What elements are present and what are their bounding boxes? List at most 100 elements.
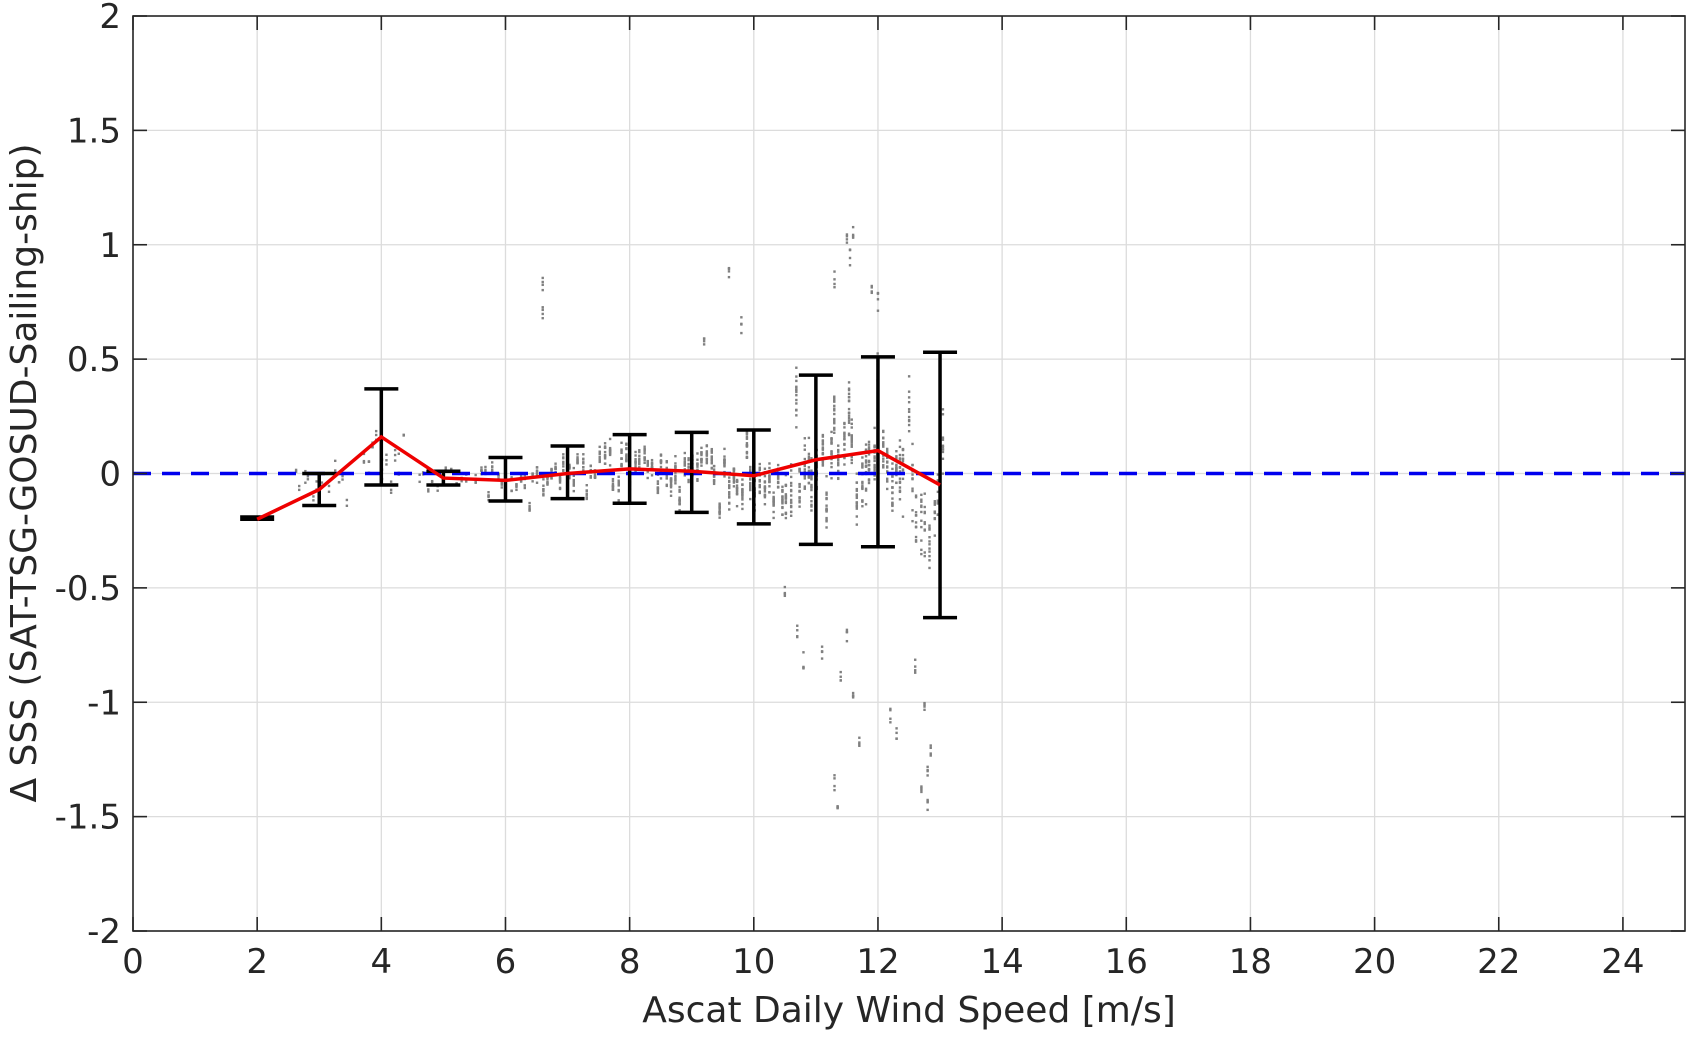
scatter-point [345, 498, 349, 502]
scatter-point [598, 458, 601, 461]
x-tick-label: 2 [246, 942, 268, 982]
scatter-point [304, 469, 307, 473]
scatter-point [886, 470, 889, 473]
scatter-point [845, 628, 849, 632]
scatter-point [825, 475, 828, 478]
scatter-point [929, 746, 932, 750]
scatter-point [732, 467, 736, 471]
scatter-point [895, 737, 898, 740]
scatter-point [500, 483, 503, 486]
scatter-point [861, 487, 864, 491]
scatter-point [929, 744, 932, 747]
x-tick-label: 14 [980, 942, 1023, 982]
scatter-point [914, 496, 918, 499]
scatter-point [833, 774, 836, 777]
scatter-point [941, 457, 945, 460]
scatter-point [763, 496, 767, 499]
scatter-point [851, 233, 855, 237]
x-tick-label: 12 [856, 942, 899, 982]
scatter-point [825, 526, 828, 529]
scatter-point [484, 470, 487, 473]
scatter-point [796, 635, 799, 638]
scatter-point [920, 493, 923, 497]
scatter-point [914, 521, 918, 524]
scatter-point [798, 485, 801, 489]
scatter-point [920, 504, 923, 507]
scatter-point [674, 479, 677, 482]
x-tick-label: 0 [122, 942, 144, 982]
scatter-point [850, 434, 853, 437]
scatter-point [926, 769, 929, 773]
scatter-point [873, 444, 876, 447]
scatter-point [572, 478, 575, 482]
scatter-point [843, 435, 846, 439]
scatter-point [749, 477, 752, 480]
scatter-point [572, 489, 575, 493]
scatter-point [735, 491, 739, 495]
scatter-point [789, 488, 793, 492]
scatter-point [837, 469, 840, 473]
scatter-point [528, 505, 531, 508]
scatter-point [781, 513, 784, 516]
scatter-point [901, 468, 905, 471]
scatter-point [898, 480, 902, 483]
scatter-point [745, 452, 749, 455]
scatter-point [821, 439, 825, 442]
scatter-point [427, 488, 430, 491]
scatter-point [807, 436, 811, 440]
scatter-point [914, 514, 918, 517]
scatter-point [850, 440, 853, 444]
scatter-point [898, 445, 902, 449]
scatter-point [795, 398, 798, 402]
scatter-point [911, 463, 914, 467]
scatter-point [833, 420, 836, 423]
scatter-point [646, 460, 649, 463]
scatter-point [674, 476, 677, 479]
scatter-point [523, 484, 526, 487]
scatter-point [700, 458, 703, 461]
scatter-point [843, 448, 846, 451]
scatter-point [914, 535, 918, 539]
scatter-point [758, 490, 761, 493]
scatter-point [798, 505, 801, 508]
scatter-point [611, 488, 615, 492]
scatter-point [741, 498, 744, 501]
scatter-point [898, 470, 902, 473]
scatter-point [646, 462, 649, 465]
scatter-point [572, 474, 575, 477]
scatter-point [763, 467, 767, 470]
scatter-point [855, 494, 859, 498]
scatter-point [776, 477, 780, 480]
scatter-point [535, 469, 539, 472]
scatter-point [907, 375, 911, 378]
scatter-point [710, 449, 713, 452]
scatter-point [735, 487, 739, 490]
scatter-point [710, 467, 713, 470]
scatter-point [341, 478, 344, 481]
scatter-point [768, 485, 771, 488]
scatter-point [723, 447, 726, 451]
scatter-point [568, 463, 571, 467]
scatter-point [758, 480, 761, 483]
scatter-point [867, 453, 871, 456]
scatter-point [732, 479, 736, 483]
scatter-point [515, 485, 518, 489]
scatter-point [541, 316, 544, 320]
scatter-point [920, 552, 923, 556]
scatter-point [625, 442, 628, 445]
scatter-point [589, 475, 592, 478]
scatter-point [882, 460, 885, 463]
scatter-point [847, 433, 851, 437]
scatter-point [687, 462, 690, 466]
scatter-point [634, 454, 637, 457]
scatter-point [735, 484, 739, 487]
scatter-point [858, 743, 861, 746]
scatter-point [772, 491, 775, 494]
scatter-point [923, 551, 926, 554]
scatter-point [728, 493, 731, 496]
scatter-point [603, 457, 607, 460]
scatter-point [855, 507, 859, 510]
scatter-point [873, 478, 876, 481]
scatter-point [678, 490, 681, 493]
scatter-point [650, 462, 654, 465]
